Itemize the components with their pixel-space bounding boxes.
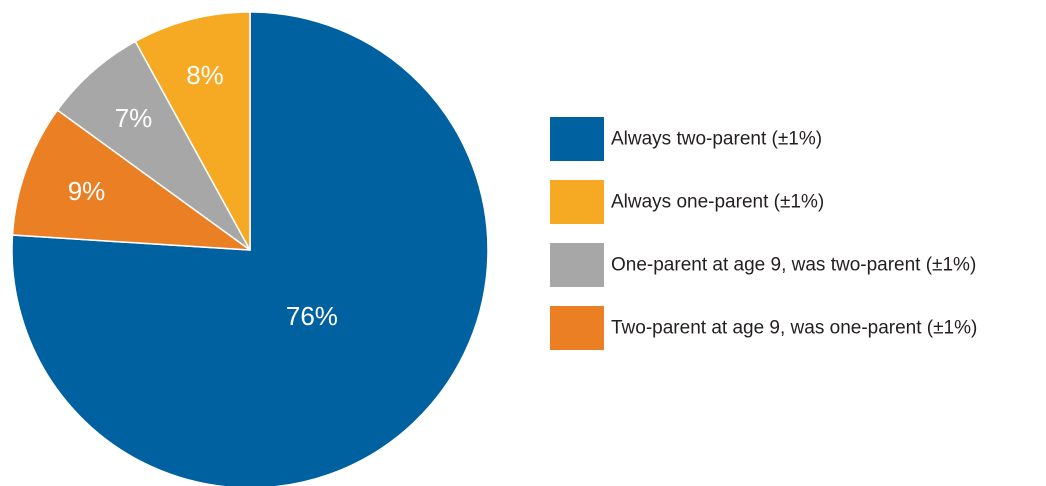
legend-item: Always two-parent (±1%) [550, 117, 822, 161]
slice-value-label: 76% [286, 301, 338, 331]
pie-slice [11, 11, 489, 486]
pie-slice [56, 40, 251, 251]
pie-slice [11, 109, 251, 251]
pie-slices [11, 11, 489, 486]
legend-item: Always one-parent (±1%) [550, 180, 824, 224]
legend-swatch [550, 180, 604, 224]
legend-item: Two-parent at age 9, was one-parent (±1%… [550, 306, 977, 350]
legend-label: Always two-parent (±1%) [611, 129, 822, 150]
legend-item: One-parent at age 9, was two-parent (±1%… [550, 243, 976, 287]
slice-value-label: 7% [115, 103, 153, 133]
legend-label: Two-parent at age 9, was one-parent (±1%… [611, 318, 977, 339]
legend: Always two-parent (±1%) Always one-parent… [550, 117, 977, 350]
slice-value-label: 9% [68, 176, 106, 206]
legend-swatch [550, 306, 604, 350]
legend-swatch [550, 243, 604, 287]
slice-value-label: 8% [186, 60, 224, 90]
pie-slice [134, 11, 251, 251]
legend-label: One-parent at age 9, was two-parent (±1%… [611, 255, 976, 276]
legend-label: Always one-parent (±1%) [611, 192, 824, 213]
pie-slice-labels: 76% 9% 7% 8% [68, 60, 338, 331]
legend-swatch [550, 117, 604, 161]
